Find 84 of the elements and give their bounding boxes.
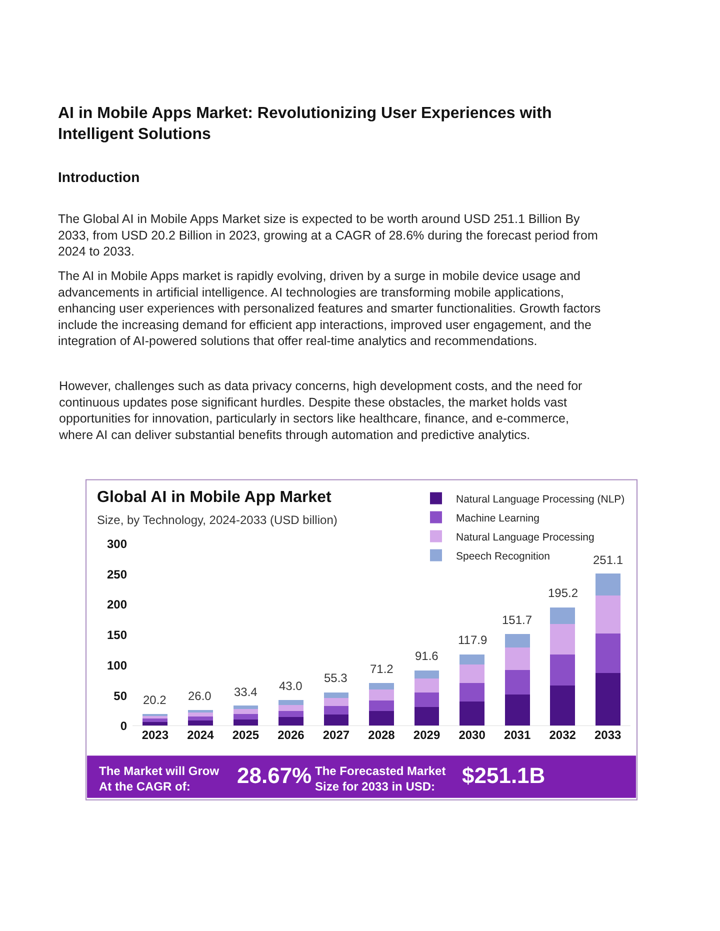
bar	[460, 702, 484, 726]
bar	[414, 678, 440, 693]
legend-label: Speech Recognition	[456, 550, 550, 562]
total-label: 151.7	[502, 613, 532, 627]
y-tick-label: 0	[120, 719, 128, 734]
total-label: 71.2	[370, 662, 394, 676]
text: 28.67%	[237, 763, 312, 788]
bar	[369, 690, 394, 701]
x-tick-label: 2032	[549, 728, 576, 742]
bar	[595, 574, 620, 596]
total-label: 117.9	[458, 633, 488, 647]
bar	[595, 595, 620, 634]
bar	[188, 710, 213, 713]
y-tick-label: 100	[106, 658, 128, 672]
bar	[278, 704, 304, 711]
bar	[414, 692, 440, 708]
total-label: 55.3	[324, 671, 348, 685]
legend-label: Natural Language Processing (NLP)	[456, 493, 625, 506]
chart-subtitle: Size, by Technology, 2024-2033 (USD billion)	[97, 513, 338, 527]
bar	[504, 670, 530, 694]
text: AI in Mobile Apps Market: Revolutionizing User Experiences with Intelligent Solutions	[58, 105, 552, 143]
bar	[595, 673, 620, 726]
bar	[278, 716, 304, 726]
bar	[233, 714, 258, 720]
bar	[324, 698, 349, 706]
text: The AI in Mobile Apps market is rapidly evolving, driven by a surge in mobile device usage and advancements in artificial intelligence. AI technologies are transforming mobile applications, enhancing user experiences with personalized features and smarter functionalities. Growth factors include the increasing demand for efficient app interactions, improved user engagement, and the integration of AI-powered solutions that offer real-time analytics and recommendations.	[58, 269, 601, 348]
bar	[550, 654, 576, 686]
bar	[595, 634, 620, 674]
bar	[324, 714, 349, 726]
total-label: 26.0	[188, 689, 212, 703]
bar	[369, 710, 394, 726]
x-tick-label: 2033	[594, 728, 622, 742]
bar	[142, 718, 168, 722]
bar	[188, 720, 213, 726]
bar	[460, 654, 484, 665]
x-tick-label: 2023	[142, 728, 169, 742]
bar	[414, 707, 440, 726]
x-tick-label: 2024	[187, 728, 214, 742]
chart-title: Global AI in Mobile App Market	[97, 489, 332, 506]
x-tick-label: 2030	[458, 728, 486, 742]
total-label: 20.2	[143, 693, 167, 707]
x-tick-label: 2031	[504, 728, 531, 742]
y-tick-label: 50	[114, 688, 128, 703]
bar	[460, 682, 484, 702]
bar	[550, 607, 576, 624]
legend-label: Natural Language Processing	[456, 531, 594, 544]
x-tick-label: 2029	[413, 728, 440, 742]
bar	[233, 709, 258, 714]
total-label: 91.6	[415, 649, 439, 663]
text: $251.1B	[462, 763, 546, 788]
bar	[550, 685, 576, 726]
x-tick-label: 2025	[232, 728, 260, 742]
text: Introduction	[58, 169, 140, 185]
x-tick-label: 2026	[278, 728, 305, 742]
y-tick-label: 150	[106, 628, 128, 642]
bar	[369, 700, 394, 711]
y-tick-label: 250	[106, 567, 128, 582]
bar	[504, 634, 530, 648]
legend-label: Machine Learning	[456, 512, 540, 524]
bar	[504, 648, 530, 670]
total-label: 195.2	[548, 586, 578, 600]
bar	[188, 716, 213, 721]
bar	[460, 664, 484, 683]
bar	[188, 712, 213, 716]
total-label: 33.4	[234, 685, 258, 699]
bar	[278, 700, 304, 705]
y-tick-label: 200	[106, 598, 128, 612]
bar	[324, 692, 349, 698]
text: The Forecasted Market Size for 2033 in USD:	[315, 764, 446, 794]
bar	[414, 670, 440, 679]
text: However, challenges such as data privacy concerns, high development costs, and the need for continuous updates pose significant hurdles. Despite these obstacles, the market holds vast opportunities for innovation, particularly in sectors like healthcare, finance, and e-commerce, where AI can deliver substantial benefits through automation and predictive analytics.	[58, 379, 582, 442]
x-tick-label: 2028	[368, 728, 396, 742]
x-tick-label: 2027	[322, 728, 350, 742]
y-tick-label: 300	[106, 537, 128, 552]
bar	[278, 710, 304, 717]
total-label: 43.0	[279, 679, 303, 693]
bar	[324, 706, 349, 714]
text: The Global AI in Mobile Apps Market size is expected to be worth around USD 251.1 Billion By 2033, from USD 20.2 Billion in 2023, growing at a CAGR of 28.6% during the forecast period from 2024 to 2033.	[58, 212, 598, 258]
bar	[504, 694, 530, 726]
bar	[550, 624, 576, 654]
bar	[233, 706, 258, 710]
text: The Market will Grow At the CAGR of:	[99, 764, 220, 794]
bar	[369, 682, 394, 690]
total-label: 251.1	[593, 553, 624, 567]
